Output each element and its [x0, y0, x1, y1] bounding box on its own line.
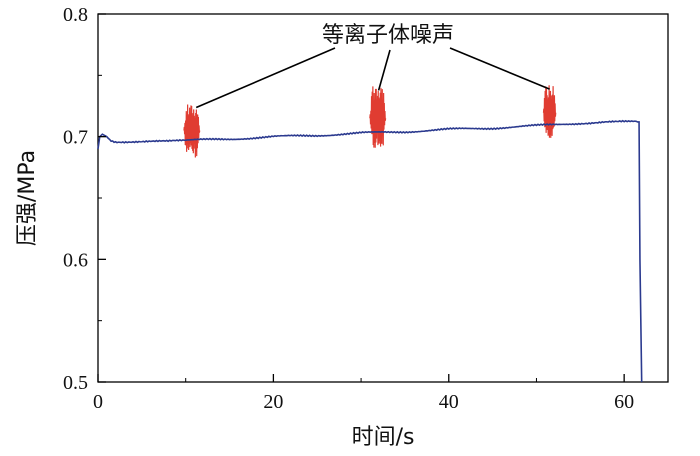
- annotation-pointer-line: [377, 49, 391, 91]
- annotation-pointer-line: [449, 47, 550, 90]
- tick-layer: 0 20 40 60 0.5 0.6 0.7 0.8: [63, 4, 634, 413]
- x-tick-label: 20: [263, 391, 283, 413]
- x-axis-label: 时间/s: [352, 425, 415, 450]
- y-tick-label: 0.7: [63, 127, 88, 149]
- x-tick-label: 40: [439, 391, 459, 413]
- noise-layer: [183, 85, 557, 158]
- plasma-noise-burst: [542, 85, 557, 138]
- noise-annotation-label: 等离子体噪声: [322, 23, 454, 48]
- annotation-layer: [195, 47, 550, 109]
- plasma-noise-burst: [183, 104, 201, 158]
- plot-frame: [97, 13, 669, 383]
- x-tick-label: 0: [93, 391, 103, 413]
- y-axis-label: 压强/MPa: [15, 150, 40, 246]
- plasma-noise-burst: [369, 86, 387, 148]
- y-tick-label: 0.5: [63, 372, 88, 394]
- y-tick-label: 0.8: [63, 4, 88, 26]
- series-layer: [97, 119, 643, 383]
- y-tick-label: 0.6: [63, 249, 88, 271]
- annotation-pointer-line: [195, 47, 336, 109]
- x-tick-label: 60: [614, 391, 634, 413]
- pressure-series-line: [97, 119, 643, 383]
